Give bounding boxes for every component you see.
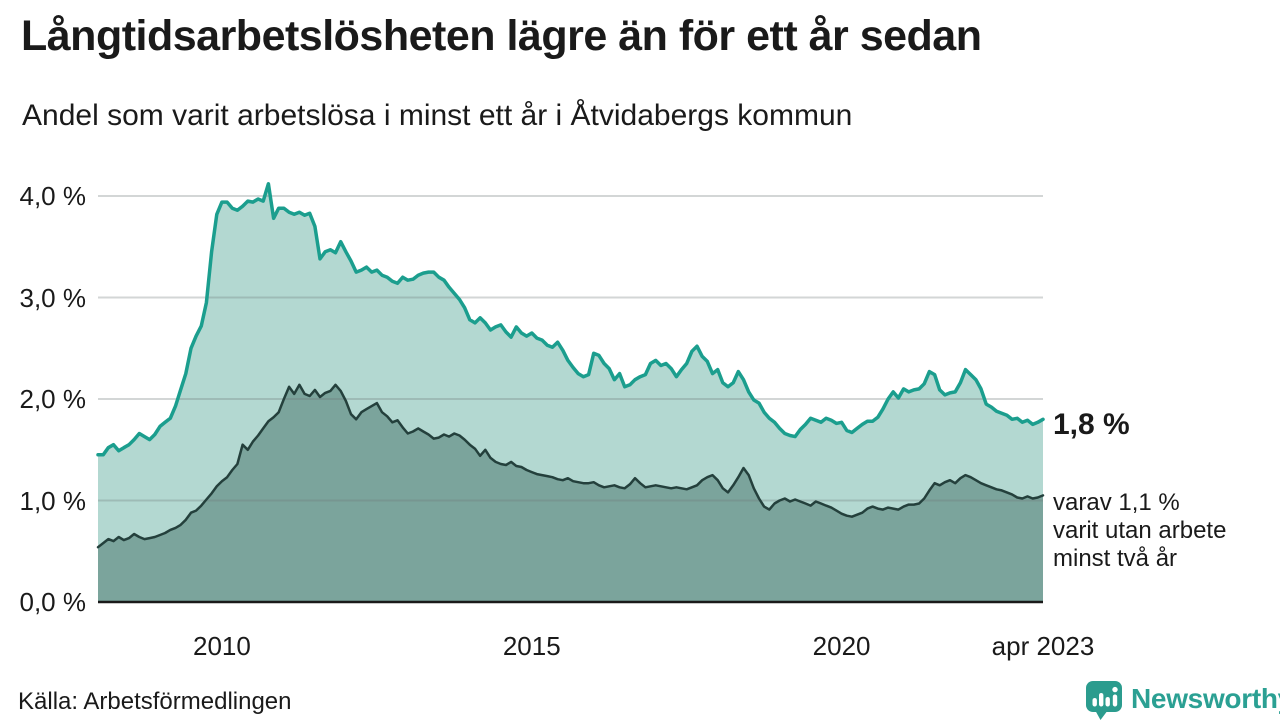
y-axis-tick-0: 0,0 % — [19, 587, 87, 617]
series-line-0 — [96, 182, 1045, 457]
latest-value-label: 1,8 % — [1053, 408, 1130, 441]
newsworthy-pin-barchart-icon — [1086, 681, 1122, 720]
source-note: Källa: Arbetsförmedlingen — [18, 688, 292, 715]
annotation-line-3: minst två år — [1053, 545, 1178, 572]
annotation-line-1: varav 1,1 % — [1053, 489, 1180, 516]
x-axis-tick-2020: 2020 — [812, 631, 871, 661]
y-axis-tick-1: 1,0 % — [19, 485, 87, 516]
chart-subtitle: Andel som varit arbetslösa i minst ett å… — [22, 99, 853, 132]
newsworthy-logo: Newsworthy — [1085, 680, 1280, 720]
x-axis-tick-2015: 2015 — [502, 631, 561, 661]
annotation-line-2: varit utan arbete — [1053, 517, 1227, 544]
newsworthy-wordmark: Newsworthy — [1131, 682, 1280, 714]
y-axis-tick-2: 2,0 % — [19, 384, 87, 414]
two-year-annotation: varav 1,1 % varit utan arbete minst två … — [1053, 489, 1226, 573]
series-line-1 — [96, 383, 1045, 549]
x-axis-tick-apr-2023: apr 2023 — [991, 631, 1095, 661]
area-fill-series-1 — [98, 384, 1043, 602]
x-axis-tick-2010: 2010 — [193, 631, 251, 661]
chart-title: Långtidsarbetslösheten lägre än för ett … — [21, 12, 982, 60]
y-axis-tick-3: 3,0 % — [19, 282, 87, 313]
y-axis-tick-4: 4,0 % — [19, 181, 87, 211]
